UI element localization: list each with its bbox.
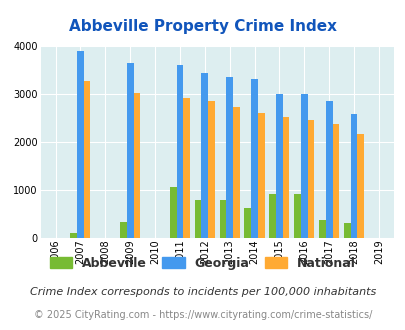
Bar [325,101,332,238]
Bar [70,233,77,238]
Bar [183,98,190,238]
Bar [244,209,251,238]
Bar [318,220,325,238]
Bar [219,200,226,238]
Bar [282,117,289,238]
Bar [194,200,201,238]
Bar [332,124,339,238]
Bar [77,51,83,238]
Bar [201,73,208,238]
Bar [294,194,300,238]
Bar [83,81,90,238]
Bar [275,94,282,238]
Legend: Abbeville, Georgia, National: Abbeville, Georgia, National [50,257,355,270]
Text: Crime Index corresponds to incidents per 100,000 inhabitants: Crime Index corresponds to incidents per… [30,287,375,297]
Bar [300,94,307,238]
Text: Abbeville Property Crime Index: Abbeville Property Crime Index [69,19,336,34]
Bar [169,187,176,238]
Bar [126,63,133,238]
Bar [343,223,350,238]
Bar [226,77,232,238]
Bar [120,222,126,238]
Bar [176,65,183,238]
Bar [257,113,264,238]
Bar [350,114,356,238]
Bar [232,107,239,238]
Bar [208,101,214,238]
Bar [269,194,275,238]
Bar [356,134,363,238]
Bar [251,79,257,238]
Bar [307,120,313,238]
Bar [133,93,140,238]
Text: © 2025 CityRating.com - https://www.cityrating.com/crime-statistics/: © 2025 CityRating.com - https://www.city… [34,310,371,320]
